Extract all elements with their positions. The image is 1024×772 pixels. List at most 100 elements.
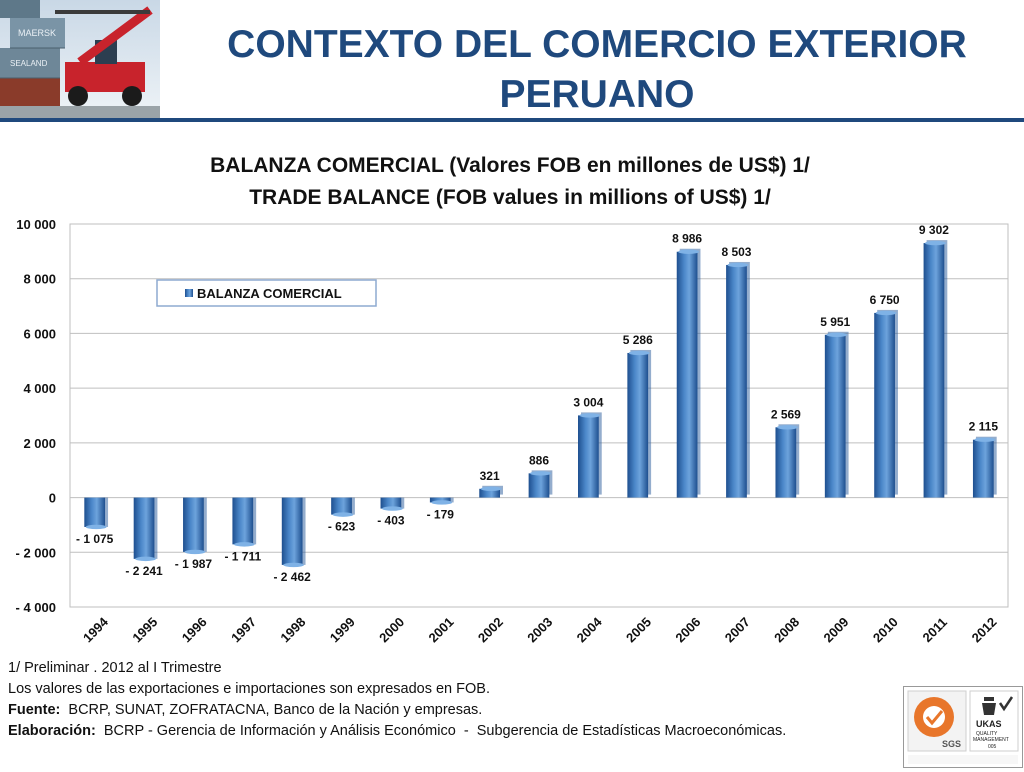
ukas-quality-text: QUALITY xyxy=(976,731,998,737)
bar-2000 xyxy=(380,497,402,509)
trade-balance-bar-chart: 10 000 8 000 6 000 4 000 2 000 0 - 2 000 - 4 00… xyxy=(16,217,1009,646)
chart-legend: BALANZA COMERCIAL xyxy=(156,279,377,307)
bar-2003 xyxy=(528,473,550,498)
x-tick-label-2007: 2007 xyxy=(722,614,753,645)
data-label-1998: - 2 462 xyxy=(273,570,311,584)
chart-title-line-2: TRADE BALANCE (FOB values in millions of… xyxy=(249,186,771,209)
port-container-photo: MAERSK SEALAND xyxy=(0,0,160,118)
x-tick-label-2002: 2002 xyxy=(475,614,506,645)
bar-cap xyxy=(678,249,699,254)
data-label-1996: - 1 987 xyxy=(175,557,213,571)
ukas-number-text: 005 xyxy=(988,744,997,750)
x-tick-label-2008: 2008 xyxy=(771,614,802,645)
sgs-logo-text: SGS xyxy=(942,739,961,749)
bar-cap xyxy=(135,556,156,562)
data-label-2002: 321 xyxy=(480,469,500,483)
x-tick-label-1994: 1994 xyxy=(80,614,112,646)
footnote-preliminary: 1/ Preliminar . 2012 al I Trimestre xyxy=(8,660,222,676)
bar-cap xyxy=(974,437,996,442)
slide-title-line-1: CONTEXTO DEL COMERCIO EXTERIOR xyxy=(227,23,967,66)
legend-box xyxy=(156,279,377,307)
certification-logos: SGS UKAS QUALITY MANAGEMENT 005 xyxy=(903,686,1023,768)
bar-2011 xyxy=(923,243,945,498)
container-logo-text-2: SEALAND xyxy=(10,59,48,68)
bar-cap xyxy=(480,486,502,491)
bar-1998 xyxy=(281,497,303,565)
bar-2001 xyxy=(429,497,451,503)
data-label-2006: 8 986 xyxy=(672,232,702,246)
crown-icon xyxy=(982,697,996,715)
data-label-1997: - 1 711 xyxy=(224,549,261,563)
data-label-1999: - 623 xyxy=(328,520,356,534)
x-tick-label-1995: 1995 xyxy=(129,614,160,645)
bar-cap xyxy=(283,562,305,568)
data-label-2009: 5 951 xyxy=(820,315,850,329)
legend-swatch xyxy=(185,289,193,297)
bar-1995 xyxy=(133,497,155,559)
bar-2004 xyxy=(578,415,599,498)
x-tick-label-1998: 1998 xyxy=(277,614,308,645)
bar-cap xyxy=(332,512,354,517)
x-tick-label-2001: 2001 xyxy=(426,614,457,645)
slide-title-line-2: PERUANO xyxy=(499,73,695,116)
footnote-source-label: Fuente: xyxy=(8,702,61,718)
x-tick-label-2011: 2011 xyxy=(919,615,950,646)
x-tick-label-2012: 2012 xyxy=(969,614,1000,645)
data-label-2003: 886 xyxy=(529,453,549,467)
x-tick-label-2000: 2000 xyxy=(376,614,407,645)
ukas-management-text: MANAGEMENT xyxy=(973,737,1009,743)
footnote-fob-note: Los valores de las exportaciones e impor… xyxy=(8,681,490,697)
check-icon xyxy=(998,696,1014,712)
data-label-2011: 9 302 xyxy=(919,223,949,237)
footnotes: 1/ Preliminar . 2012 al I Trimestre Los … xyxy=(8,658,888,742)
data-label-2005: 5 286 xyxy=(623,333,653,347)
bar-cap xyxy=(579,413,601,418)
y-tick-label: 4 000 xyxy=(23,381,56,396)
ukas-logo-text: UKAS xyxy=(976,719,1002,729)
bar-cap xyxy=(826,332,848,337)
bar-1999 xyxy=(331,497,352,515)
x-tick-label-2009: 2009 xyxy=(820,614,851,645)
bar-2012 xyxy=(972,439,994,498)
y-tick-label: - 4 000 xyxy=(16,600,56,615)
y-tick-label: 0 xyxy=(49,491,56,506)
bar-cap xyxy=(925,240,946,246)
chart-title: BALANZA COMERCIAL (Valores FOB en millon… xyxy=(120,150,900,214)
container-logo-text-1: MAERSK xyxy=(18,28,56,38)
footnote-elaboration-text: BCRP - Gerencia de Información y Análisi… xyxy=(95,723,787,739)
data-label-2001: - 179 xyxy=(427,507,455,521)
bar-2005 xyxy=(627,352,649,498)
footnote-source: Fuente: BCRP, SUNAT, ZOFRATACNA, Banco d… xyxy=(8,700,888,721)
y-tick-label: 10 000 xyxy=(16,217,56,232)
data-label-2010: 6 750 xyxy=(870,293,900,307)
bar-1997 xyxy=(232,497,254,545)
data-label-2004: 3 004 xyxy=(573,395,603,409)
x-tick-label-2010: 2010 xyxy=(870,614,901,645)
bar-2008 xyxy=(775,427,797,498)
bar-1996 xyxy=(183,497,204,552)
data-label-1994: - 1 075 xyxy=(76,532,114,546)
data-label-2012: 2 115 xyxy=(969,420,999,434)
x-tick-label-2004: 2004 xyxy=(574,614,606,646)
bar-2002 xyxy=(479,488,500,498)
bar-cap xyxy=(184,549,206,555)
x-tick-label-2006: 2006 xyxy=(672,614,703,645)
y-tick-label: 8 000 xyxy=(23,272,56,287)
x-tick-label-1999: 1999 xyxy=(327,614,358,645)
bar-2006 xyxy=(676,251,698,498)
bar-cap xyxy=(776,425,798,430)
bar-1994 xyxy=(84,497,106,527)
x-tick-label-2003: 2003 xyxy=(524,614,555,645)
data-label-2007: 8 503 xyxy=(721,245,751,259)
footnote-elaboration-label: Elaboración: xyxy=(8,723,96,739)
bar-2007 xyxy=(726,264,747,498)
bar-cap xyxy=(628,350,650,356)
x-tick-label-1996: 1996 xyxy=(179,614,210,645)
bar-2009 xyxy=(824,334,846,498)
slide-title: CONTEXTO DEL COMERCIO EXTERIOR PERUANO xyxy=(170,20,1024,120)
bar-cap xyxy=(727,262,749,268)
footnote-source-text: BCRP, SUNAT, ZOFRATACNA, Banco de la Nac… xyxy=(60,702,483,718)
data-label-2008: 2 569 xyxy=(771,407,801,421)
bar-cap xyxy=(85,524,107,530)
data-label-1995: - 2 241 xyxy=(125,564,163,578)
